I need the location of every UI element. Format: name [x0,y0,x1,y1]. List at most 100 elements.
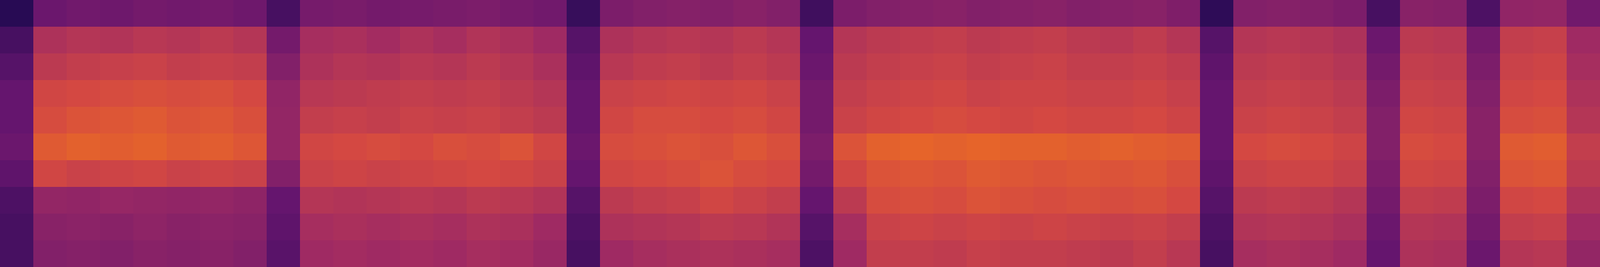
cell [966,53,1001,81]
cell [566,240,601,267]
cell [1100,186,1134,214]
cell [33,213,68,241]
cell [1566,240,1600,267]
cell [666,106,701,134]
cell [300,0,334,28]
cell [1400,26,1434,54]
cell [133,213,168,241]
cell [33,240,68,267]
cell [1333,240,1368,267]
cell [400,80,434,108]
cell [966,106,1001,134]
cell [233,240,268,267]
cell [1200,0,1234,28]
cell [666,240,701,267]
cell [1133,186,1168,214]
cell [433,53,468,81]
cell [1300,160,1334,188]
cell [766,213,801,241]
cell [1533,0,1568,28]
cell [1466,53,1501,81]
cell [1200,240,1234,267]
cell [1266,133,1301,161]
cell [1266,80,1301,108]
cell [633,80,668,108]
cell [700,240,734,267]
cell [66,160,101,188]
cell [1066,53,1101,81]
cell [100,186,134,214]
cell [800,160,834,188]
cell [500,240,534,267]
cell [1033,213,1068,241]
cell [1500,186,1534,214]
cell [1433,80,1468,108]
cell [1366,133,1401,161]
cell [600,0,634,28]
cell [633,26,668,54]
cell [500,160,534,188]
cell [1133,240,1168,267]
cell [866,186,901,214]
cell [1433,213,1468,241]
cell [266,186,301,214]
cell [866,213,901,241]
cell [1566,186,1600,214]
cell [1033,0,1068,28]
cell [233,160,268,188]
cell [133,0,168,28]
cell [300,160,334,188]
cell [1100,240,1134,267]
cell [900,186,934,214]
cell [0,240,34,267]
cell [466,133,501,161]
cell [1466,106,1501,134]
cell [233,186,268,214]
cell [1233,26,1268,54]
cell [833,80,868,108]
cell [833,106,868,134]
cell [566,53,601,81]
cell [433,106,468,134]
cell [0,133,34,161]
cell [700,0,734,28]
cell [366,80,401,108]
cell [100,26,134,54]
cell [433,160,468,188]
cell [1400,106,1434,134]
cell [1366,160,1401,188]
cell [1033,26,1068,54]
cell [1533,133,1568,161]
cell [500,213,534,241]
cell [1433,160,1468,188]
cell [66,26,101,54]
cell [900,106,934,134]
cell [400,160,434,188]
cell [366,133,401,161]
cell [133,186,168,214]
cell [433,213,468,241]
cell [200,133,234,161]
cell [266,160,301,188]
cell [333,26,368,54]
cell [966,186,1001,214]
cell [33,0,68,28]
cell [466,0,501,28]
cell [366,0,401,28]
cell [166,80,201,108]
cell [1300,186,1334,214]
cell [1266,240,1301,267]
cell [1233,0,1268,28]
cell [633,240,668,267]
cell [1233,160,1268,188]
cell [133,133,168,161]
cell [1133,26,1168,54]
cell [1300,133,1334,161]
cell [766,26,801,54]
cell [1166,0,1201,28]
cell [1000,106,1034,134]
cell [500,106,534,134]
cell [1000,133,1034,161]
cell [566,80,601,108]
cell [866,240,901,267]
